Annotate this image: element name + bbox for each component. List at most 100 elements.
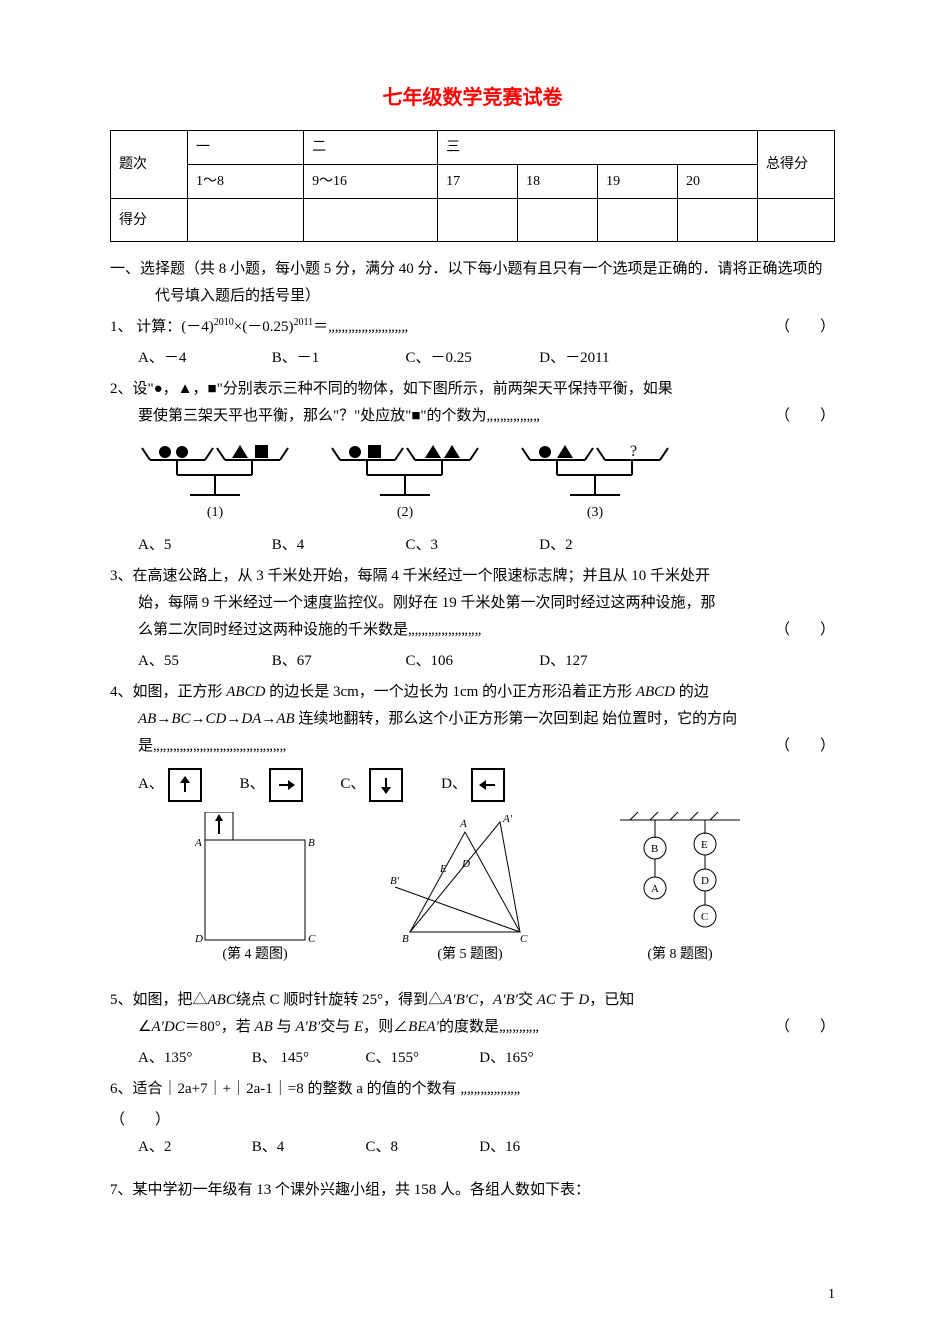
hanging-figure-icon: B A E D C xyxy=(620,812,740,942)
q5-var: E xyxy=(354,1019,363,1035)
opt-label: B、 xyxy=(240,771,265,798)
q1-exp2: 2011 xyxy=(293,317,313,328)
q4-text: 是„„„„„„„„„„„„„„„„„„„„ xyxy=(138,738,286,754)
q5-var: BEA′ xyxy=(408,1019,439,1035)
cell: 二 xyxy=(304,131,438,165)
q5-var: A′B′C xyxy=(443,992,478,1008)
opt-d: D、16 xyxy=(479,1134,589,1161)
opt-c: C、 xyxy=(340,768,407,802)
opt-d: D、 xyxy=(441,768,509,802)
opt-b: B、4 xyxy=(252,1134,362,1161)
cell xyxy=(518,199,598,242)
q4-text: 的边 xyxy=(675,684,709,700)
opt-c: C、8 xyxy=(366,1134,476,1161)
question-5: 5、如图，把△ABC绕点 C 顺时针旋转 25°，得到△A′B′C，A′B′交 … xyxy=(110,987,835,1041)
q3-line: 么第二次同时经过这两种设施的千米数是„„„„„„„„„„„ xyxy=(138,622,481,638)
q1-exp1: 2010 xyxy=(214,317,234,328)
q1-options: A、－4 B、－1 C、－0.25 D、－2011 xyxy=(110,345,835,372)
q5-var: A′B′ xyxy=(493,992,518,1008)
opt-label: D、 xyxy=(441,771,467,798)
cell: 20 xyxy=(678,165,758,199)
q2-line2: 要使第三架天平也平衡，那么"？"处应放"■"的个数为„„„„„„„„ xyxy=(138,408,540,424)
cell: 18 xyxy=(518,165,598,199)
q4-var: ABCD xyxy=(636,684,675,700)
q5-text: ＝80°，若 xyxy=(185,1019,255,1035)
fig-label: (2) xyxy=(397,500,413,525)
q1-text: ＝„„„„„„„„„„„„ xyxy=(313,319,408,335)
q5-var: A′DC xyxy=(151,1019,184,1035)
q5-text: 绕点 C 顺时针旋转 25°，得到△ xyxy=(236,992,443,1008)
opt-b: B、 145° xyxy=(252,1045,362,1072)
answer-paren: （ ） xyxy=(775,1014,835,1041)
table-row: 题次 一 二 三 总得分 xyxy=(111,131,835,165)
cell-label: 题次 xyxy=(111,131,188,199)
opt-a: A、5 xyxy=(138,532,268,559)
opt-b: B、4 xyxy=(272,532,402,559)
fig-label: (3) xyxy=(587,500,603,525)
q5-text: 交与 xyxy=(320,1019,354,1035)
q5-var: A′B′ xyxy=(295,1019,320,1035)
q3-line: 始，每隔 9 千米经过一个速度监控仪。刚好在 19 千米处第一次同时经过这两种设… xyxy=(110,590,835,617)
arrow-down-icon xyxy=(369,768,403,802)
q5-text: ， xyxy=(478,992,493,1008)
svg-text:B: B xyxy=(651,843,658,855)
score-table: 题次 一 二 三 总得分 1～8 9～16 17 18 19 20 得分 xyxy=(110,130,835,242)
q4-text: 连续地翻转，那么这个小正方形第一次回到起 始位置时，它的方向 xyxy=(295,711,738,727)
q5-text: ，已知 xyxy=(589,992,634,1008)
q4-var: ABCD xyxy=(226,684,265,700)
svg-text:E: E xyxy=(701,839,708,851)
svg-text:C: C xyxy=(308,933,316,942)
svg-text:?: ? xyxy=(630,443,637,460)
q1-text: 1、 计算：(－4) xyxy=(110,319,214,335)
svg-text:D: D xyxy=(194,933,203,942)
cell: 三 xyxy=(438,131,758,165)
cell xyxy=(304,199,438,242)
square-figure-icon: A B C D xyxy=(190,812,320,942)
q5-var: ABC xyxy=(208,992,236,1008)
q6-paren-line: （ ） xyxy=(110,1107,835,1134)
cell: 19 xyxy=(598,165,678,199)
question-2: 2、设"●，▲，■"分别表示三种不同的物体，如下图所示，前两架天平保持平衡，如果… xyxy=(110,376,835,430)
q5-text: 与 xyxy=(273,1019,296,1035)
answer-paren: （ ） xyxy=(775,403,835,430)
cell: 1～8 xyxy=(188,165,304,199)
opt-a: A、135° xyxy=(138,1045,248,1072)
fig-caption: (第 5 题图) xyxy=(437,942,502,967)
q5-text: ，则∠ xyxy=(363,1019,408,1035)
q2-line1: 2、设"●，▲，■"分别表示三种不同的物体，如下图所示，前两架天平保持平衡，如果 xyxy=(110,376,835,403)
q3-line: 3、在高速公路上，从 3 千米处开始，每隔 4 千米经过一个限速标志牌；并且从 … xyxy=(110,563,835,590)
svg-text:C: C xyxy=(520,933,528,942)
q7-text: 7、某中学初一年级有 13 个课外兴趣小组，共 158 人。各组人数如下表： xyxy=(110,1182,590,1198)
q5-options: A、135° B、 145° C、155° D、165° xyxy=(110,1045,835,1072)
balance-1: (1) xyxy=(140,440,290,525)
opt-a: A、2 xyxy=(138,1134,248,1161)
q4-var: AB→BC→CD→DA→AB xyxy=(138,711,295,727)
arrow-up-icon xyxy=(168,768,202,802)
section-heading: 一、选择题（共 8 小题，每小题 5 分，满分 40 分．以下每小题有且只有一个… xyxy=(155,256,835,310)
q2-options: A、5 B、4 C、3 D、2 xyxy=(110,532,835,559)
fig-caption: (第 8 题图) xyxy=(647,942,712,967)
opt-b: B、 xyxy=(240,768,307,802)
cell: 一 xyxy=(188,131,304,165)
opt-label: A、 xyxy=(138,771,164,798)
q5-var: AC xyxy=(537,992,556,1008)
cell xyxy=(188,199,304,242)
question-3: 3、在高速公路上，从 3 千米处开始，每隔 4 千米经过一个限速标志牌；并且从 … xyxy=(110,563,835,644)
q2-figures: (1) (2) ? xyxy=(140,440,835,525)
question-7: 7、某中学初一年级有 13 个课外兴趣小组，共 158 人。各组人数如下表： xyxy=(110,1177,835,1204)
opt-c: C、155° xyxy=(366,1045,476,1072)
q6-text: 6、适合｜2a+7｜+｜2a-1｜=8 的整数 a 的值的个数有 „„„„„„„… xyxy=(110,1081,520,1097)
opt-d: D、－2011 xyxy=(539,345,669,372)
cell xyxy=(678,199,758,242)
q6-options: A、2 B、4 C、8 D、16 xyxy=(110,1134,835,1161)
balance-icon: ? xyxy=(520,440,670,500)
cell xyxy=(758,199,835,242)
opt-c: C、－0.25 xyxy=(406,345,536,372)
svg-text:A: A xyxy=(194,837,202,849)
opt-c: C、3 xyxy=(406,532,536,559)
answer-paren: （ ） xyxy=(775,617,835,644)
opt-d: D、2 xyxy=(539,532,669,559)
opt-c: C、106 xyxy=(406,648,536,675)
q4-text: 4、如图，正方形 xyxy=(110,684,226,700)
answer-paren: （ ） xyxy=(775,314,835,341)
